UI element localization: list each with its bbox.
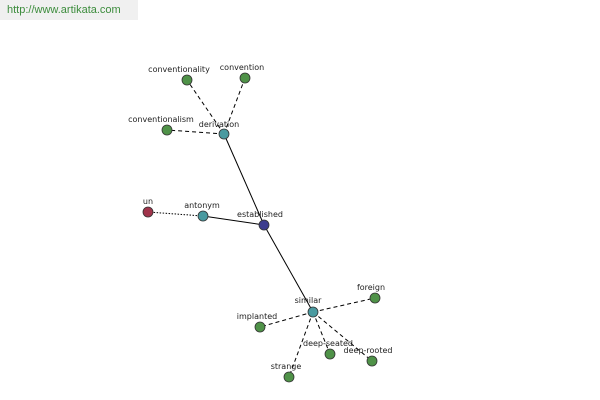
node-label[interactable]: foreign xyxy=(357,283,385,292)
node[interactable] xyxy=(142,206,154,218)
node[interactable] xyxy=(283,371,295,383)
node-label[interactable]: similar xyxy=(295,296,323,305)
header: http://www.artikata.com xyxy=(0,0,138,20)
node[interactable] xyxy=(218,128,230,140)
labels: established derivation antonym similar u… xyxy=(128,63,392,371)
node-label[interactable]: convention xyxy=(220,63,264,72)
edge xyxy=(223,77,246,135)
node[interactable] xyxy=(254,321,266,333)
edge xyxy=(223,133,265,226)
node-label[interactable]: conventionality xyxy=(148,65,210,74)
node-label[interactable]: deep-rooted xyxy=(344,346,393,355)
node-label[interactable]: deep-seated xyxy=(303,339,353,348)
edge xyxy=(263,224,314,313)
node-label[interactable]: strange xyxy=(271,362,302,371)
node[interactable] xyxy=(366,355,378,367)
edges xyxy=(147,77,376,378)
node[interactable] xyxy=(161,124,173,136)
node-label[interactable]: established xyxy=(237,210,283,219)
node[interactable] xyxy=(258,219,270,231)
node[interactable] xyxy=(307,306,319,318)
edge xyxy=(259,311,314,328)
node-label[interactable]: derivation xyxy=(199,120,239,129)
node-label[interactable]: antonym xyxy=(184,201,220,210)
node[interactable] xyxy=(197,210,209,222)
edge xyxy=(312,311,373,362)
node[interactable] xyxy=(324,348,336,360)
nodes xyxy=(142,72,381,383)
edge xyxy=(288,311,314,378)
node[interactable] xyxy=(181,74,193,86)
node[interactable] xyxy=(239,72,251,84)
edge xyxy=(186,79,225,135)
node[interactable] xyxy=(369,292,381,304)
edge xyxy=(147,211,204,217)
node-label[interactable]: implanted xyxy=(237,312,277,321)
site-url[interactable]: http://www.artikata.com xyxy=(7,4,121,16)
edge xyxy=(312,311,331,355)
edge xyxy=(312,297,376,313)
node-label[interactable]: conventionalism xyxy=(128,115,194,124)
node-label[interactable]: un xyxy=(143,197,153,206)
edge xyxy=(202,215,265,226)
edge xyxy=(166,129,225,135)
